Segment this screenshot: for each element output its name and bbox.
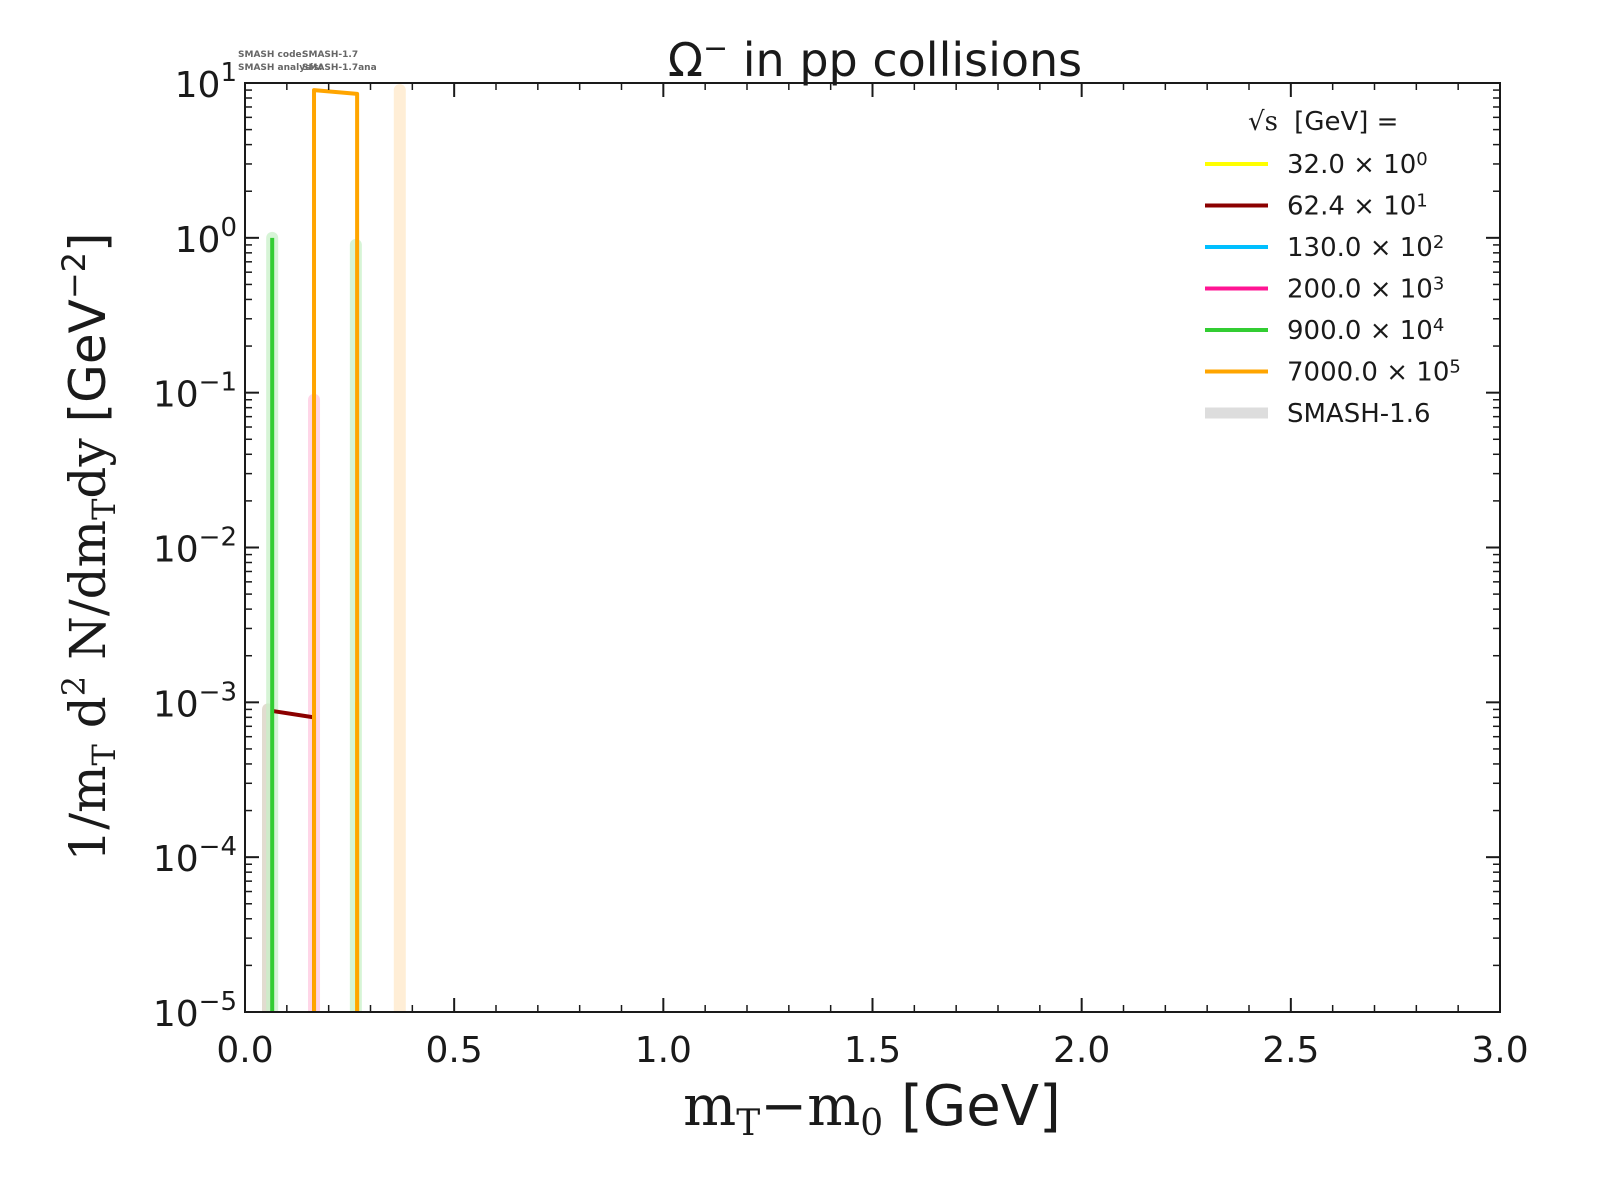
y-tick-base: 10: [153, 839, 199, 880]
y-tick-base: 10: [153, 994, 199, 1035]
legend-label-exp: 1: [1416, 191, 1427, 212]
y-tick-label: 101: [175, 58, 237, 106]
x-tick-label: 2.5: [1262, 1030, 1319, 1071]
y-tick-base: 10: [153, 684, 199, 725]
legend: √s [GeV] = 32.0 × 100 62.4 × 101 130.0 × 1…: [1205, 107, 1461, 429]
legend-label: 32.0 × 100: [1287, 149, 1428, 180]
y-tick-label: 10−1: [153, 368, 237, 416]
title-superscript: −: [703, 31, 728, 66]
legend-label-exp: 3: [1433, 274, 1444, 295]
legend-label-text: 7000.0 × 10: [1287, 358, 1449, 388]
series-line-62.4: [271, 708, 317, 1012]
legend-label: 62.4 × 101: [1287, 191, 1428, 222]
x-tick-label: 1.0: [635, 1030, 692, 1071]
y-tick-exp: −4: [199, 832, 237, 862]
y-tick-label: 10−4: [153, 832, 237, 880]
legend-label-exp: 4: [1433, 315, 1444, 336]
x-tick-label: 0.0: [216, 1030, 273, 1071]
legend-label: SMASH-1.6: [1287, 399, 1431, 429]
annotation-analysis: SMASH analysis:SMASH-1.7ana: [238, 63, 377, 73]
legend-header: √s [GeV] =: [1248, 107, 1398, 137]
legend-label-text: 900.0 × 10: [1287, 316, 1433, 346]
y-tick-exp: 1: [220, 58, 237, 88]
y-tick-base: 10: [153, 530, 199, 571]
legend-label: 7000.0 × 105: [1287, 357, 1461, 388]
legend-label: 900.0 × 104: [1287, 315, 1444, 346]
y-tick-exp: 0: [220, 213, 237, 243]
y-tick-base: 10: [175, 65, 221, 106]
y-tick-exp: −3: [199, 677, 237, 707]
series-line-7000.0: [312, 88, 360, 1012]
axis-ticks: 0.0 0.5 1.0 1.5 2.0 2.5 3.010110010−110−210−31…: [153, 58, 1529, 1071]
y-axis-label: 1/mT d2 N/dmTdy [GeV−2]: [55, 232, 123, 861]
title-omega: Ω: [668, 33, 703, 87]
legend-label-text: SMASH-1.6: [1287, 399, 1431, 429]
plot-frame: [244, 82, 1501, 1013]
reference-series-group: [262, 84, 406, 1012]
legend-label-exp: 0: [1416, 149, 1427, 170]
y-tick-label: 10−5: [153, 987, 237, 1035]
annotation-code: SMASH code:SMASH-1.7: [238, 50, 358, 60]
legend-label-exp: 2: [1433, 232, 1444, 253]
legend-label-exp: 5: [1449, 357, 1460, 378]
y-tick-label: 10−2: [153, 523, 237, 571]
legend-label: 200.0 × 103: [1287, 274, 1444, 305]
y-tick-exp: −2: [199, 523, 237, 553]
legend-label-text: 62.4 × 10: [1287, 192, 1416, 222]
legend-label: 130.0 × 102: [1287, 232, 1444, 263]
series-group: [270, 88, 360, 1012]
x-tick-label: 1.5: [844, 1030, 901, 1071]
y-tick-exp: −1: [199, 368, 237, 398]
legend-label-text: 130.0 × 10: [1287, 233, 1433, 263]
y-tick-label: 10−3: [153, 677, 237, 725]
y-tick-base: 10: [175, 220, 221, 261]
x-tick-label: 0.5: [426, 1030, 483, 1071]
chart-title: Ω− in pp collisions: [668, 31, 1082, 87]
x-tick-label: 2.0: [1053, 1030, 1110, 1071]
y-tick-label: 100: [175, 213, 237, 261]
legend-label-text: 32.0 × 10: [1287, 150, 1416, 180]
y-tick-base: 10: [153, 375, 199, 416]
y-tick-exp: −5: [199, 987, 237, 1017]
title-rest: in pp collisions: [728, 33, 1082, 87]
legend-label-text: 200.0 × 10: [1287, 275, 1433, 305]
x-axis-label: mT−m0 [GeV]: [683, 1074, 1061, 1144]
x-tick-label: 3.0: [1471, 1030, 1528, 1071]
